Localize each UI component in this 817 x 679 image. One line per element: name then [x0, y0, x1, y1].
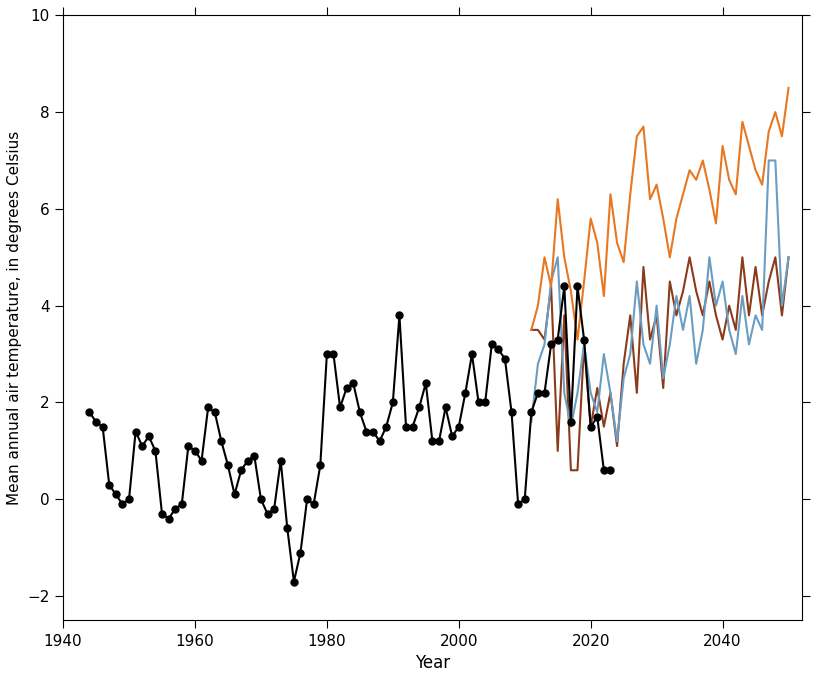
Y-axis label: Mean annual air temperature, in degrees Celsius: Mean annual air temperature, in degrees … [7, 130, 22, 505]
X-axis label: Year: Year [415, 654, 450, 672]
